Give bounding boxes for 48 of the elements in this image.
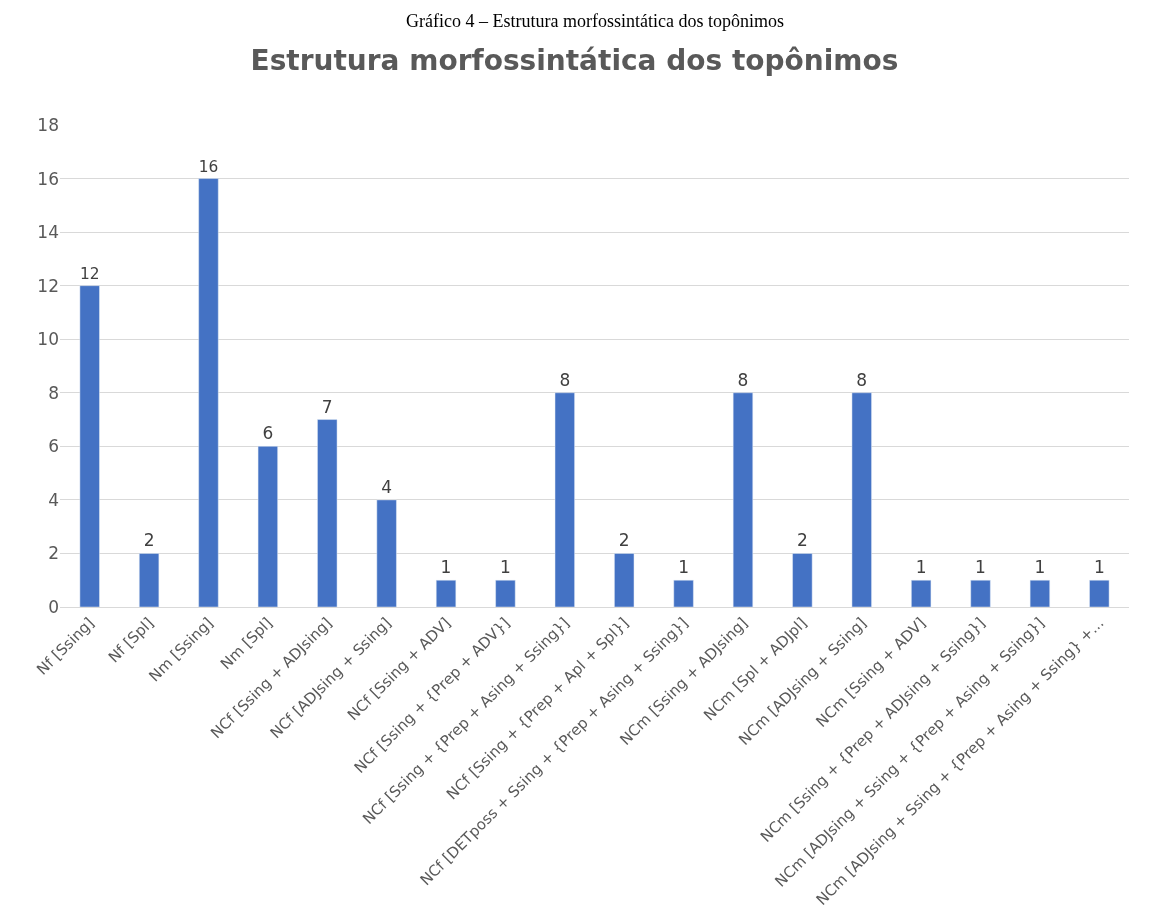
bar bbox=[554, 392, 575, 607]
y-tick-label: 4 bbox=[48, 489, 59, 510]
bar bbox=[1029, 579, 1050, 607]
bar bbox=[139, 553, 160, 607]
bar bbox=[614, 553, 635, 607]
y-tick-label: 0 bbox=[48, 596, 59, 617]
y-tick-label: 14 bbox=[37, 222, 59, 243]
data-label: 8 bbox=[856, 369, 868, 390]
y-tick-label: 18 bbox=[37, 114, 59, 135]
bar bbox=[257, 446, 278, 607]
bar bbox=[317, 419, 338, 607]
data-label: 2 bbox=[796, 530, 808, 551]
data-label: 4 bbox=[381, 476, 393, 497]
data-label: 1 bbox=[500, 557, 511, 578]
bar bbox=[792, 553, 813, 607]
data-label: 8 bbox=[737, 369, 749, 390]
bar bbox=[376, 499, 397, 607]
data-label: 2 bbox=[618, 530, 630, 551]
y-tick-label: 6 bbox=[48, 436, 59, 457]
text: Gráfico 4 – Estrutura morfossintática dos topônimos bbox=[406, 11, 784, 31]
bar bbox=[732, 392, 754, 607]
bar bbox=[435, 579, 457, 607]
data-label: 1 bbox=[440, 557, 452, 578]
data-label: 16 bbox=[198, 157, 219, 176]
y-tick-label: 2 bbox=[48, 543, 59, 564]
bar bbox=[79, 285, 100, 607]
data-label: 1 bbox=[678, 557, 689, 578]
data-label: 1 bbox=[975, 557, 986, 578]
y-tick-label: 16 bbox=[37, 168, 59, 189]
bar bbox=[911, 579, 932, 607]
data-label: 1 bbox=[1034, 557, 1046, 578]
bar bbox=[1089, 579, 1110, 607]
data-label: 6 bbox=[262, 423, 274, 444]
y-tick-label: 12 bbox=[37, 275, 59, 296]
y-tick-label: 10 bbox=[37, 329, 59, 350]
bar bbox=[198, 178, 219, 607]
data-label: 2 bbox=[143, 530, 155, 551]
bar bbox=[495, 579, 516, 607]
y-tick-label: 8 bbox=[48, 382, 59, 403]
bar bbox=[970, 579, 991, 607]
data-label: 1 bbox=[915, 557, 927, 578]
data-label: 1 bbox=[1093, 557, 1105, 578]
data-label: 12 bbox=[79, 265, 100, 284]
bar bbox=[851, 392, 872, 607]
data-label: 7 bbox=[321, 396, 333, 417]
data-label: 8 bbox=[559, 369, 571, 390]
chart-title: Estrutura morfossintática dos topônimos bbox=[250, 43, 899, 77]
bar bbox=[673, 579, 694, 607]
